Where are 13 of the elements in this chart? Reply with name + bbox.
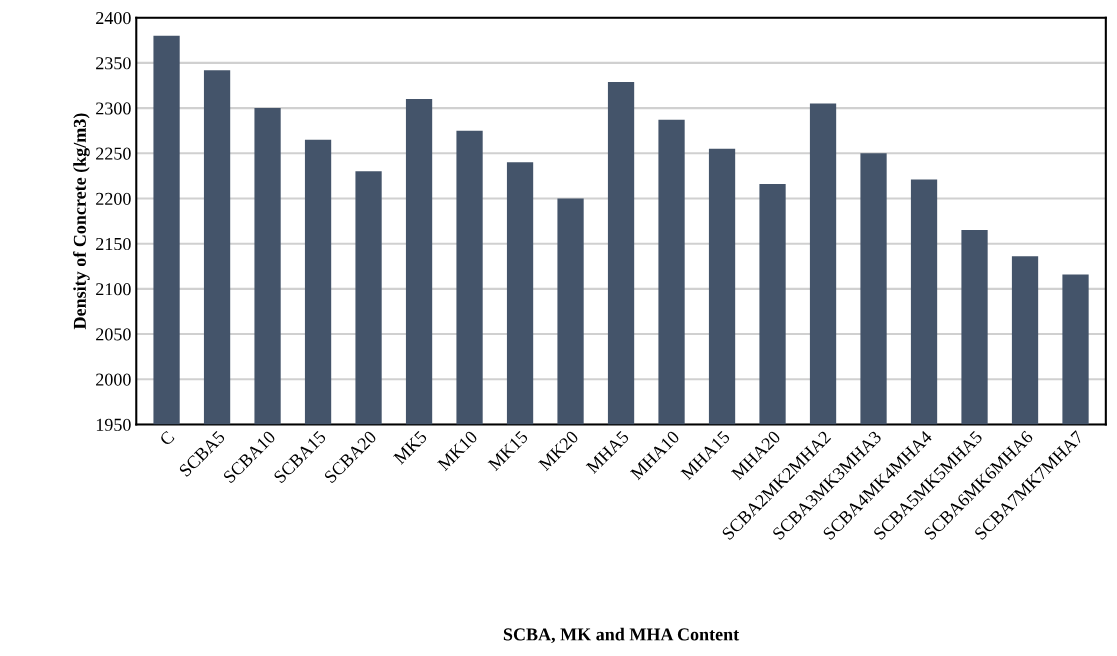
y-tick-label: 2000: [96, 373, 131, 386]
y-tick-label: 1950: [96, 418, 131, 431]
y-tick-label: 2400: [96, 11, 131, 25]
y-tick-label: 2100: [96, 283, 131, 296]
y-tick-label: 2150: [96, 237, 131, 251]
y-axis-title: Density of Concrete (kg/m3): [73, 113, 90, 330]
y-tick-label: 2250: [96, 147, 131, 160]
x-axis-title: SCBA, MK and MHA Content: [503, 627, 740, 644]
y-tick-label: 2300: [96, 102, 131, 115]
x-tick-label: C: [158, 430, 175, 447]
y-tick-label: 2350: [96, 57, 131, 70]
y-tick-label: 2200: [96, 192, 131, 205]
y-tick-label: 2050: [96, 328, 131, 341]
